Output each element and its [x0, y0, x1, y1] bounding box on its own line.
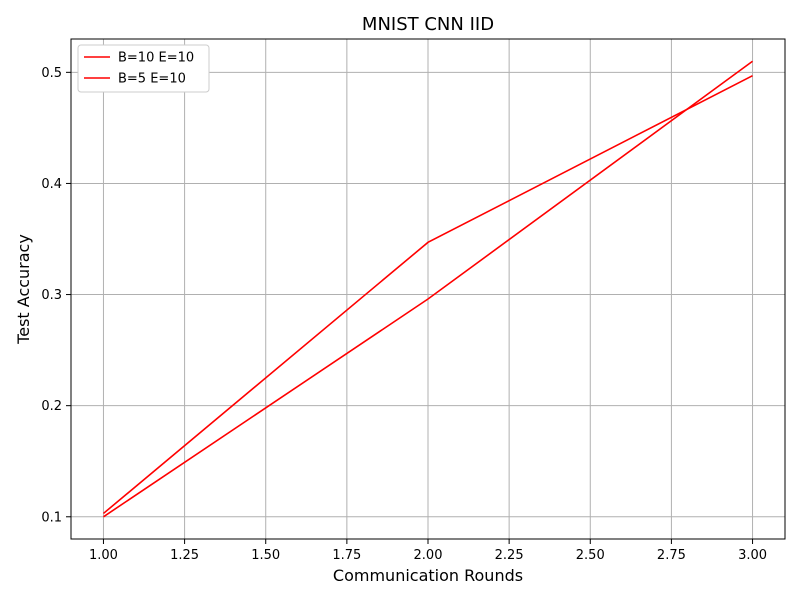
legend: B=10 E=10 B=5 E=10	[77, 44, 210, 93]
series-line-2	[102, 74, 753, 515]
x-tick-label: 2.00	[414, 548, 443, 563]
x-tick-label: 1.00	[89, 548, 118, 563]
chart-title: MNIST CNN IID	[362, 14, 494, 35]
series-line-1	[103, 60, 754, 518]
y-axis: 0.1 0.2 0.3 0.4 0.5	[41, 66, 71, 525]
legend-label: B=5 E=10	[118, 72, 186, 87]
x-tick-label: 1.50	[251, 548, 280, 563]
x-tick-label: 3.00	[738, 548, 767, 563]
x-tick-label: 2.25	[495, 548, 524, 563]
x-tick-label: 1.75	[332, 548, 361, 563]
x-tick-label: 2.50	[576, 548, 605, 563]
y-tick-label: 0.1	[41, 510, 62, 525]
y-tick-label: 0.5	[41, 66, 62, 81]
series-layer	[102, 60, 754, 518]
x-tick-label: 2.75	[657, 548, 686, 563]
x-axis: 1.00 1.25 1.50 1.75 2.00 2.25 2.50 2.75 3.00	[89, 539, 767, 563]
y-axis-label: Test Accuracy	[14, 234, 33, 345]
x-axis-label: Communication Rounds	[333, 566, 523, 585]
grid-lines	[71, 39, 785, 539]
legend-box	[77, 44, 210, 93]
legend-label: B=10 E=10	[118, 51, 194, 66]
x-tick-label: 1.25	[170, 548, 199, 563]
y-tick-label: 0.3	[41, 288, 62, 303]
y-tick-label: 0.4	[41, 177, 62, 192]
y-tick-label: 0.2	[41, 399, 62, 414]
